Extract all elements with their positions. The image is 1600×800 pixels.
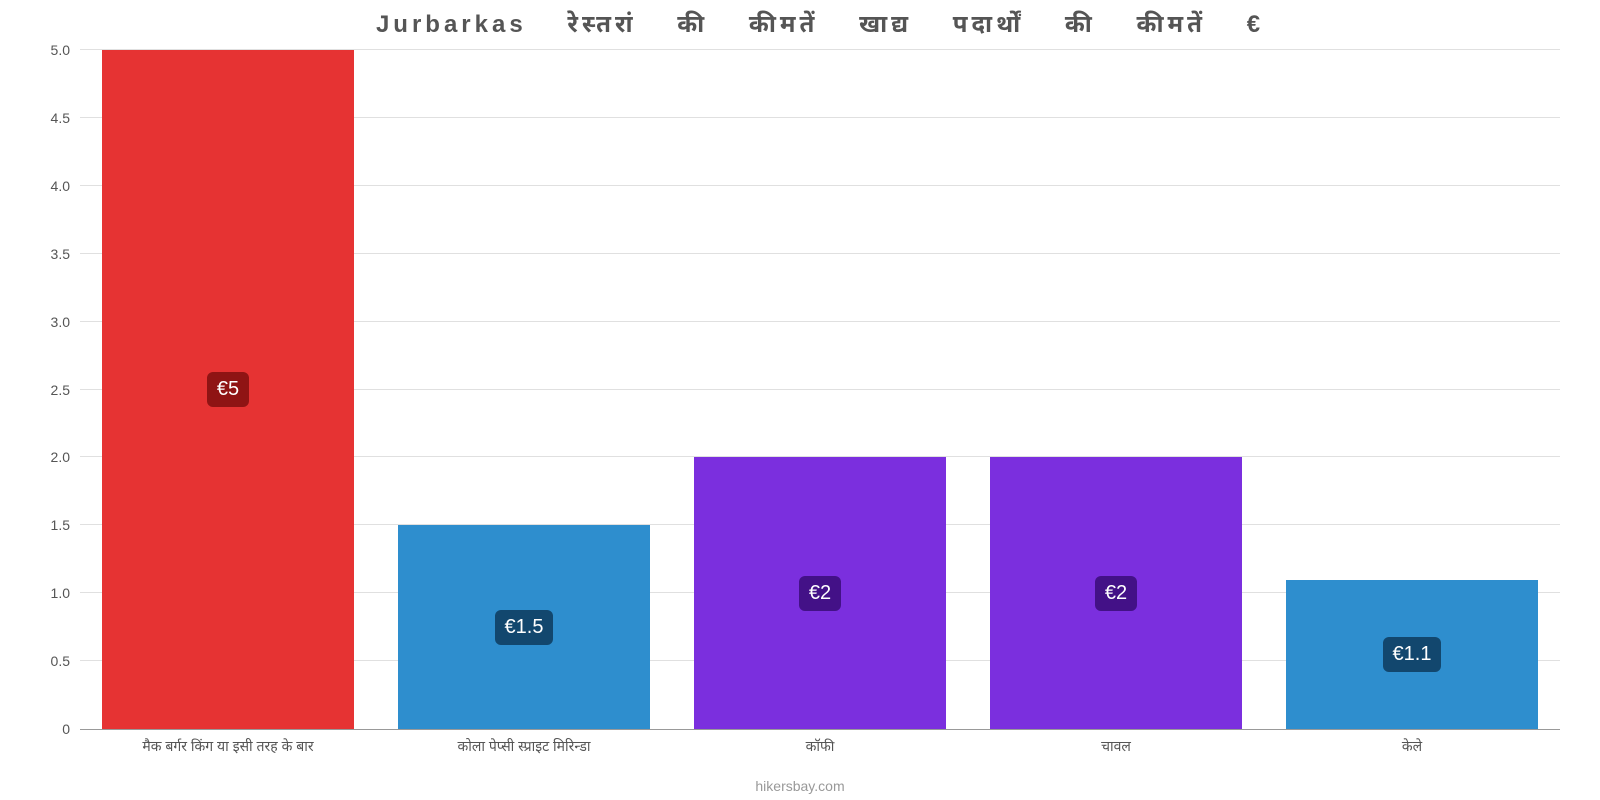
y-tick-label: 5.0 xyxy=(30,42,70,58)
bar-value-label: €2 xyxy=(1095,576,1137,611)
x-tick-label: केले xyxy=(1264,738,1560,757)
bar-slot: €5 xyxy=(80,50,376,729)
y-tick-label: 4.0 xyxy=(30,178,70,194)
bar-value-label: €5 xyxy=(207,372,249,407)
bar-value-label: €2 xyxy=(799,576,841,611)
y-tick-label: 1.5 xyxy=(30,517,70,533)
y-tick-label: 4.5 xyxy=(30,110,70,126)
y-tick-label: 0.5 xyxy=(30,653,70,669)
y-tick-label: 3.0 xyxy=(30,314,70,330)
bar: €2 xyxy=(694,457,946,729)
bar: €1.5 xyxy=(398,525,650,729)
plot-area: €5€1.5€2€2€1.1 00.51.01.52.02.53.03.54.0… xyxy=(80,50,1560,730)
bar: €5 xyxy=(102,50,354,729)
y-tick-label: 3.5 xyxy=(30,246,70,262)
bars-group: €5 €1.5 €2 €2 €1.1 xyxy=(80,50,1560,729)
x-axis: मैक बर्गर किंग या इसी तरह के बारकोला पेप… xyxy=(80,738,1560,757)
bar-slot: €1.1 xyxy=(1264,50,1560,729)
chart-title: Jurbarkas रेस्तरां की कीमतें खाद्य पदार्… xyxy=(80,10,1560,42)
chart-container: Jurbarkas रेस्तरां की कीमतें खाद्य पदार्… xyxy=(0,0,1600,800)
bar-value-label: €1.1 xyxy=(1383,637,1442,672)
bar-slot: €2 xyxy=(672,50,968,729)
bar-value-label: €1.5 xyxy=(495,610,554,645)
x-tick-label: चावल xyxy=(968,738,1264,757)
x-tick-label: कॉफी xyxy=(672,738,968,757)
y-tick-label: 1.0 xyxy=(30,585,70,601)
x-tick-label: मैक बर्गर किंग या इसी तरह के बार xyxy=(80,738,376,757)
bar-slot: €1.5 xyxy=(376,50,672,729)
bar: €2 xyxy=(990,457,1242,729)
x-tick-label: कोला पेप्सी स्प्राइट मिरिन्डा xyxy=(376,738,672,757)
y-tick-label: 2.5 xyxy=(30,382,70,398)
y-tick-label: 0 xyxy=(30,721,70,737)
bar: €1.1 xyxy=(1286,580,1538,729)
bar-slot: €2 xyxy=(968,50,1264,729)
attribution-text: hikersbay.com xyxy=(0,778,1600,794)
y-tick-label: 2.0 xyxy=(30,449,70,465)
